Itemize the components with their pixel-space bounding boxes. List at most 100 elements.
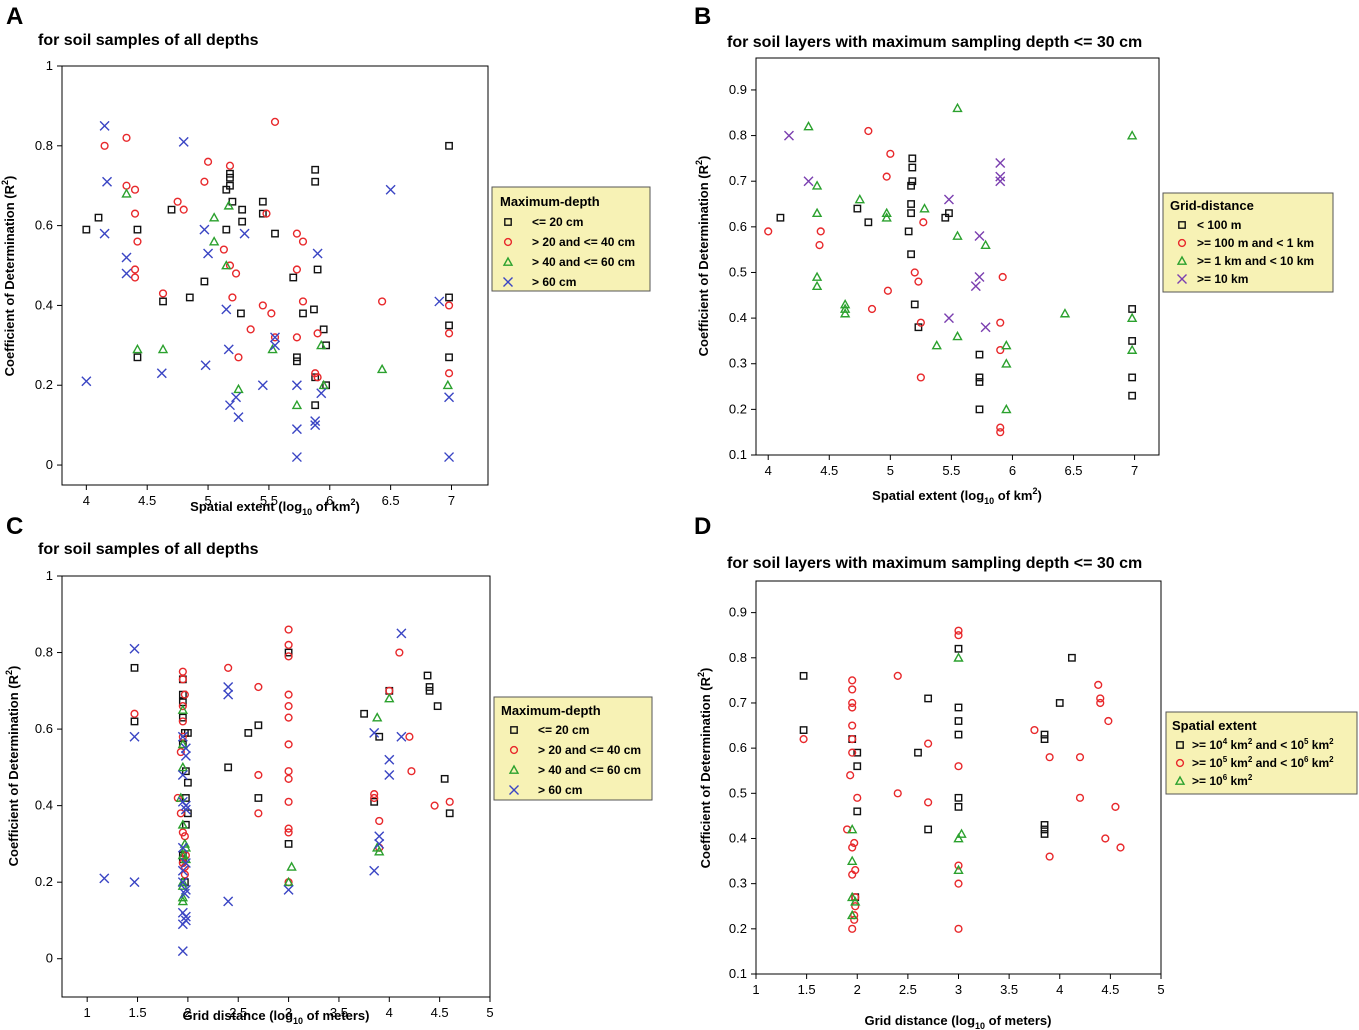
data-point-b-series-2 — [910, 268, 919, 277]
data-point-c-series-2 — [370, 790, 379, 799]
data-point-a-series-3 — [223, 200, 234, 210]
x-tick-label-a: 5.5 — [260, 493, 278, 508]
legend-label-b-1: < 100 m — [1197, 218, 1241, 232]
data-point-c-series-3 — [177, 761, 189, 772]
y-tick-label-b: 0.7 — [729, 173, 747, 188]
data-point-d-series-2 — [1096, 694, 1105, 703]
data-point-c-series-2 — [284, 824, 293, 833]
legend-c: Maximum-depth <= 20 cm > 20 and <= 40 cm… — [493, 696, 653, 801]
data-point-c-series-2 — [284, 652, 293, 661]
data-point-d-series-1 — [1040, 830, 1049, 838]
data-point-a-series-4 — [231, 392, 242, 403]
data-point-c-series-2 — [178, 667, 187, 676]
data-point-b-series-4 — [783, 130, 794, 141]
panel-a: A for soil samples of all depths 4 4.5 5 5.… — [0, 3, 651, 517]
data-point-c-series-1 — [224, 763, 233, 772]
data-point-d-series-1 — [1040, 821, 1049, 829]
data-point-c-series-4 — [180, 858, 191, 869]
plot-frame-d — [755, 580, 1162, 975]
data-point-d-series-3 — [846, 824, 858, 834]
plot-frame-c — [61, 575, 491, 998]
plot-frame-a — [61, 65, 489, 486]
legend-label-b-2: >= 100 m and < 1 km — [1197, 236, 1314, 250]
data-point-c-series-2 — [254, 682, 263, 692]
panel-letter-c: C — [6, 513, 23, 540]
data-point-c-series-2 — [284, 625, 293, 634]
data-point-b-series-3 — [839, 303, 851, 313]
data-point-b-series-3 — [980, 239, 991, 249]
data-point-b-series-2 — [886, 149, 895, 158]
data-point-b-series-3 — [881, 207, 892, 218]
data-point-c-series-4 — [223, 689, 234, 700]
data-point-c-series-1 — [433, 702, 442, 711]
data-point-c-series-4 — [384, 754, 395, 765]
data-point-b-series-1 — [907, 209, 915, 218]
data-point-a-series-4 — [270, 340, 280, 351]
data-point-a-series-4 — [121, 268, 132, 279]
legend-b: Grid-distance < 100 m >= 100 m and < 1 k… — [1162, 192, 1334, 293]
data-point-a-series-2 — [234, 353, 243, 362]
data-point-a-series-4 — [291, 452, 302, 463]
data-point-c-series-2 — [430, 801, 439, 810]
data-point-d-series-2 — [848, 924, 857, 933]
data-point-c-series-4 — [180, 743, 191, 754]
data-point-b-series-3 — [811, 271, 823, 281]
data-point-c-series-4 — [369, 865, 380, 876]
data-point-c-series-2 — [180, 870, 189, 879]
data-point-d-series-2 — [1111, 802, 1120, 811]
data-point-a-series-1 — [133, 353, 142, 362]
data-point-c-series-4 — [384, 770, 395, 781]
y-tick-label-d: 0.5 — [729, 785, 747, 800]
legend-label-c-1: <= 20 cm — [538, 723, 589, 737]
data-point-c-series-1 — [423, 671, 432, 680]
data-point-b-series-4 — [974, 230, 985, 241]
data-point-a-series-2 — [130, 185, 140, 194]
legend-label-c-3: > 40 and <= 60 cm — [538, 763, 641, 777]
legend-label-a-3: > 40 and <= 60 cm — [532, 255, 635, 269]
data-point-d-series-1 — [853, 748, 862, 757]
data-point-a-series-4 — [291, 424, 302, 435]
y-tick-label-b: 0.8 — [729, 128, 747, 143]
data-point-d-series-2 — [1116, 843, 1125, 852]
data-point-d-series-2 — [1104, 716, 1113, 726]
data-point-a-series-1 — [222, 225, 231, 234]
data-point-a-series-1 — [445, 141, 453, 150]
data-point-c-series-2 — [405, 732, 414, 741]
x-tick-label-a: 7 — [448, 493, 455, 508]
data-point-b-series-2 — [816, 227, 825, 236]
data-point-a-series-1 — [445, 321, 453, 330]
data-point-c-series-2 — [180, 690, 189, 699]
plot-frame-b — [755, 57, 1160, 456]
data-point-b-series-3 — [931, 340, 942, 350]
data-point-a-series-1 — [82, 225, 91, 234]
data-point-a-series-2 — [246, 325, 255, 334]
data-point-c-series-2 — [407, 767, 416, 776]
data-point-d-series-1 — [954, 644, 963, 653]
data-point-a-series-2 — [203, 157, 213, 166]
data-point-a-series-2 — [444, 301, 454, 310]
data-point-c-series-4 — [177, 865, 188, 876]
data-point-a-series-1 — [258, 209, 267, 218]
legend-title-b: Grid-distance — [1170, 198, 1254, 213]
y-tick-label-b: 0.5 — [729, 264, 747, 279]
data-point-b-series-3 — [1001, 403, 1012, 414]
legend-markers-d — [1174, 741, 1186, 785]
data-point-c-series-2 — [178, 702, 187, 711]
data-point-a-series-4 — [312, 248, 323, 259]
data-point-b-series-1 — [908, 154, 917, 163]
data-point-a-series-1 — [310, 305, 318, 314]
data-point-a-series-4 — [81, 376, 92, 387]
data-point-c-series-2 — [254, 770, 263, 780]
data-point-c-series-4 — [180, 911, 191, 922]
legend-markers-a — [502, 218, 514, 287]
x-tick-label-b: 6.5 — [1064, 463, 1082, 478]
data-point-a-series-2 — [270, 117, 280, 126]
data-point-a-series-4 — [233, 412, 244, 423]
scatter-points-c — [99, 625, 454, 957]
data-point-d-series-2 — [848, 676, 857, 685]
data-point-b-series-2 — [996, 318, 1005, 327]
data-point-d-series-2 — [851, 902, 860, 911]
data-point-d-series-2 — [848, 748, 857, 757]
x-axis-label-d: Grid distance (log10 of meters) — [865, 1013, 1052, 1030]
legend-marker-b-4 — [1177, 274, 1187, 284]
